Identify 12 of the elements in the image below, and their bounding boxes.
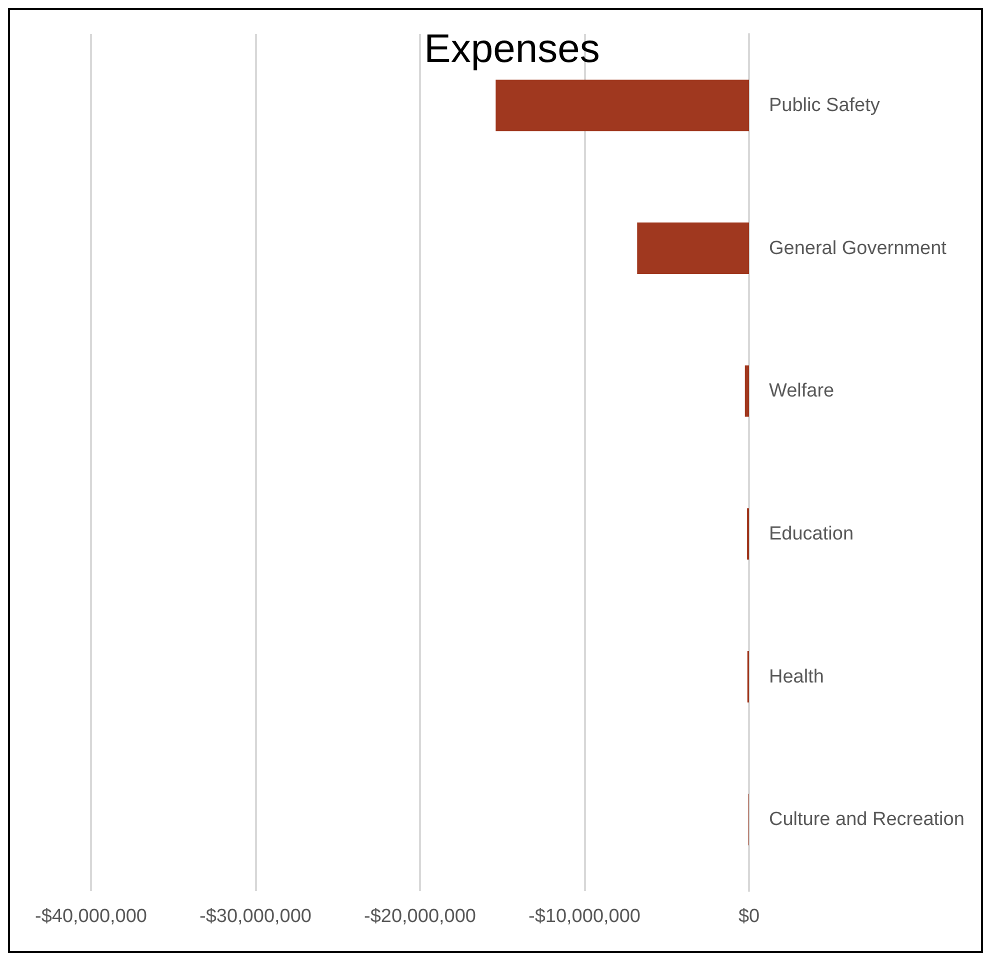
y-tick-label: Public Safety xyxy=(769,94,880,116)
y-tick-label: Welfare xyxy=(769,380,834,402)
x-tick-label: -$20,000,000 xyxy=(364,906,476,927)
y-tick-label: General Government xyxy=(769,238,948,259)
x-tick-label: -$40,000,000 xyxy=(35,906,147,927)
chart-title: Expenses xyxy=(424,27,600,71)
y-tick-label: Education xyxy=(769,523,854,544)
x-tick-label: -$30,000,000 xyxy=(200,906,312,927)
x-tick-label: $0 xyxy=(738,906,760,927)
y-tick-label: Culture and Recreation xyxy=(769,809,964,830)
y-tick-label: Health xyxy=(769,666,824,688)
x-tick-label: -$10,000,000 xyxy=(528,906,640,927)
